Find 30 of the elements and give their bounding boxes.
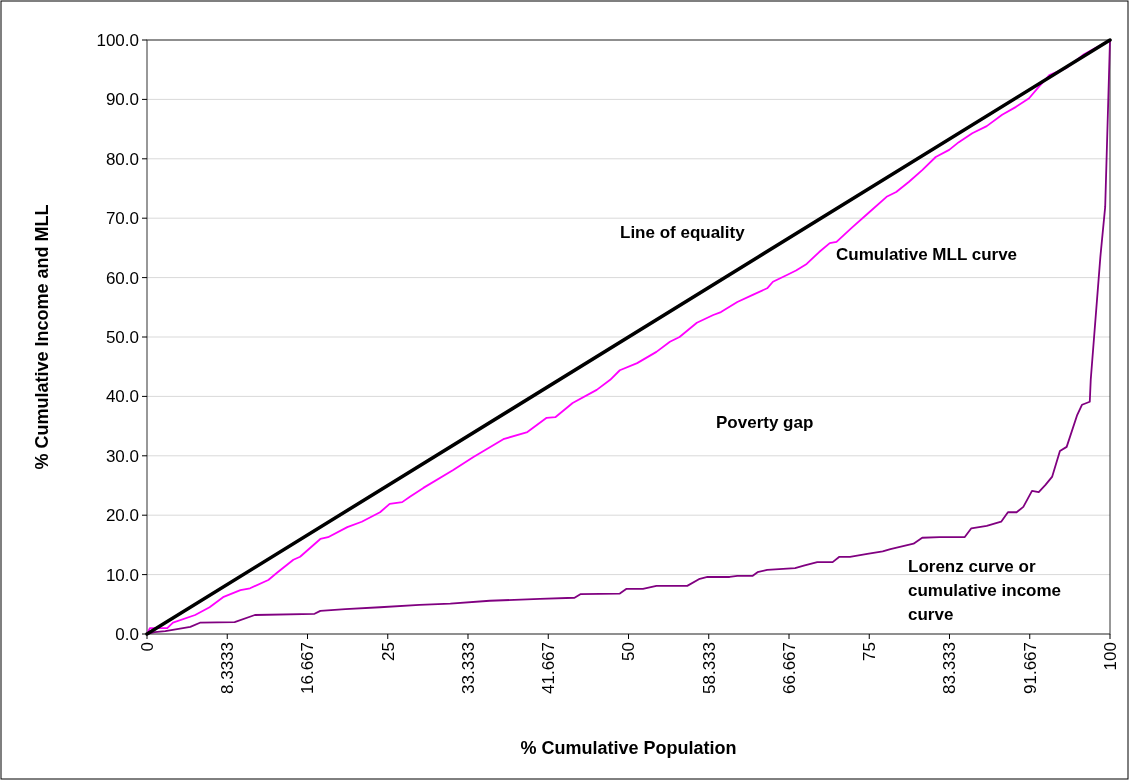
x-tick-label: 58.333 bbox=[699, 642, 719, 694]
x-tick-label: 50 bbox=[619, 642, 639, 661]
x-tick-label: 25 bbox=[378, 642, 398, 661]
y-tick-label: 30.0 bbox=[105, 446, 139, 466]
annotation: Line of equality bbox=[620, 223, 746, 242]
x-tick-label: 75 bbox=[860, 642, 880, 661]
x-tick-label: 8.3333 bbox=[218, 642, 238, 694]
y-tick-label: 20.0 bbox=[105, 506, 139, 526]
x-tick-label: 16.667 bbox=[298, 642, 318, 694]
x-tick-label: 41.667 bbox=[539, 642, 559, 694]
annotation: Lorenz curve or cumulative income curve bbox=[908, 557, 1062, 624]
y-tick-label: 60.0 bbox=[105, 268, 139, 288]
annotation: Cumulative MLL curve bbox=[836, 245, 1018, 264]
x-tick-label: 83.333 bbox=[940, 642, 960, 694]
y-axis-title: % Cumulative Income and MLL bbox=[32, 204, 52, 470]
y-tick-label: 70.0 bbox=[105, 209, 139, 229]
y-tick-label: 100.0 bbox=[96, 30, 139, 50]
annotation: Poverty gap bbox=[716, 413, 814, 432]
x-axis-title: % Cumulative Population bbox=[520, 738, 737, 758]
y-tick-label: 50.0 bbox=[105, 327, 139, 347]
x-tick-label: 33.333 bbox=[458, 642, 478, 694]
y-tick-label: 10.0 bbox=[105, 565, 139, 585]
y-tick-label: 40.0 bbox=[105, 387, 139, 407]
x-tick-label: 66.667 bbox=[779, 642, 799, 694]
y-tick-label: 0.0 bbox=[115, 624, 139, 644]
y-tick-label: 90.0 bbox=[105, 90, 139, 110]
x-tick-label: 91.667 bbox=[1020, 642, 1040, 694]
y-tick-label: 80.0 bbox=[105, 149, 139, 169]
x-tick-label: 0 bbox=[137, 642, 157, 652]
x-tick-label: 100 bbox=[1100, 642, 1120, 671]
